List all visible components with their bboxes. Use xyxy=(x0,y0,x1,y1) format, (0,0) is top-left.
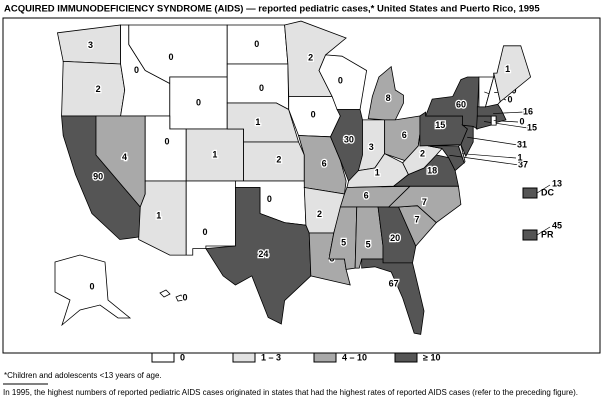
state-part xyxy=(175,294,185,302)
state-label: 2 xyxy=(96,84,101,94)
map-frame xyxy=(2,17,601,354)
state-label: 67 xyxy=(389,279,399,289)
state xyxy=(159,289,171,298)
state-label: 5 xyxy=(366,239,371,249)
extra-value: 45 xyxy=(552,220,562,230)
leader-line xyxy=(536,226,551,236)
state-label: 15 xyxy=(435,120,445,130)
state-label: 5 xyxy=(341,238,346,248)
state-label: 3 xyxy=(369,142,374,152)
state-label: 2 xyxy=(276,155,281,165)
state-label: 0 xyxy=(311,110,316,120)
state-label: 1 xyxy=(517,152,522,162)
state-label: 1 xyxy=(212,149,217,159)
state-label: 37 xyxy=(518,159,528,169)
state-label: 0 xyxy=(259,83,264,93)
state-label: 0 xyxy=(89,281,94,291)
state-label: 0 xyxy=(507,94,512,104)
legend-swatch xyxy=(151,352,175,363)
state-label: 1 xyxy=(505,64,510,74)
state xyxy=(205,187,312,325)
state-label: 16 xyxy=(523,106,533,116)
extra-box xyxy=(522,229,538,241)
state-label: 4 xyxy=(122,152,127,162)
leader-line xyxy=(493,111,525,114)
state-label: 7 xyxy=(415,215,420,225)
legend-label: ≥ 10 xyxy=(423,352,440,362)
state xyxy=(138,180,187,256)
footnote: *Children and adolescents <13 years of a… xyxy=(4,371,162,380)
state-label: 31 xyxy=(517,139,527,149)
state xyxy=(243,141,305,182)
note: In 1995, the highest numbers of reported… xyxy=(3,388,578,397)
state-label: 20 xyxy=(390,233,400,243)
state-label: 0 xyxy=(165,136,170,146)
extra-label: DC xyxy=(541,187,554,197)
state-label: 7 xyxy=(422,197,427,207)
state xyxy=(54,254,132,327)
state-label: 24 xyxy=(258,249,268,259)
state-label: 2 xyxy=(317,209,322,219)
extra-label: PR xyxy=(541,229,554,239)
legend-label: 1 – 3 xyxy=(261,352,281,362)
state xyxy=(361,258,425,335)
state-label: 0 xyxy=(338,75,343,85)
state xyxy=(425,76,480,130)
leader-line xyxy=(462,153,517,159)
legend-label: 4 – 10 xyxy=(342,352,367,362)
state-label: 1 xyxy=(156,210,161,220)
state-label: 15 xyxy=(527,122,537,132)
state xyxy=(476,103,507,124)
state-label: 30 xyxy=(344,135,354,145)
state-label: 0 xyxy=(203,227,208,237)
state-label: 6 xyxy=(364,191,369,201)
state-label: 0 xyxy=(267,194,272,204)
legend-swatch xyxy=(394,352,418,363)
state xyxy=(61,60,126,117)
state-label: 0 xyxy=(254,39,259,49)
legend-label: 0 xyxy=(180,352,185,362)
state-label: 1 xyxy=(255,117,260,127)
leader-line xyxy=(536,184,551,194)
state xyxy=(185,180,236,256)
state-label: 6 xyxy=(402,130,407,140)
state-label: 0 xyxy=(182,292,187,302)
extra-box xyxy=(522,187,538,199)
legend-swatch xyxy=(313,352,337,363)
state-label: 1 xyxy=(375,167,380,177)
state xyxy=(457,144,466,164)
state-label: 2 xyxy=(420,149,425,159)
state-label: 0 xyxy=(196,97,201,107)
state-label: 18 xyxy=(427,166,437,176)
state-label: 90 xyxy=(93,171,103,181)
state-label: 60 xyxy=(456,100,466,110)
leader-line xyxy=(467,136,519,146)
state-label: 6 xyxy=(322,159,327,169)
state-label: 0 xyxy=(519,116,524,126)
state-label: 2 xyxy=(308,53,313,63)
state-label: 0 xyxy=(134,65,139,75)
map-title: ACQUIRED IMMUNODEFICIENCY SYNDROME (AIDS… xyxy=(4,4,540,15)
state xyxy=(493,45,532,103)
legend-swatch xyxy=(232,352,256,363)
state-label: 8 xyxy=(386,93,391,103)
leader-line xyxy=(449,154,520,166)
state-label: 3 xyxy=(88,40,93,50)
state-label: 0 xyxy=(168,52,173,62)
extra-value: 13 xyxy=(552,178,562,188)
